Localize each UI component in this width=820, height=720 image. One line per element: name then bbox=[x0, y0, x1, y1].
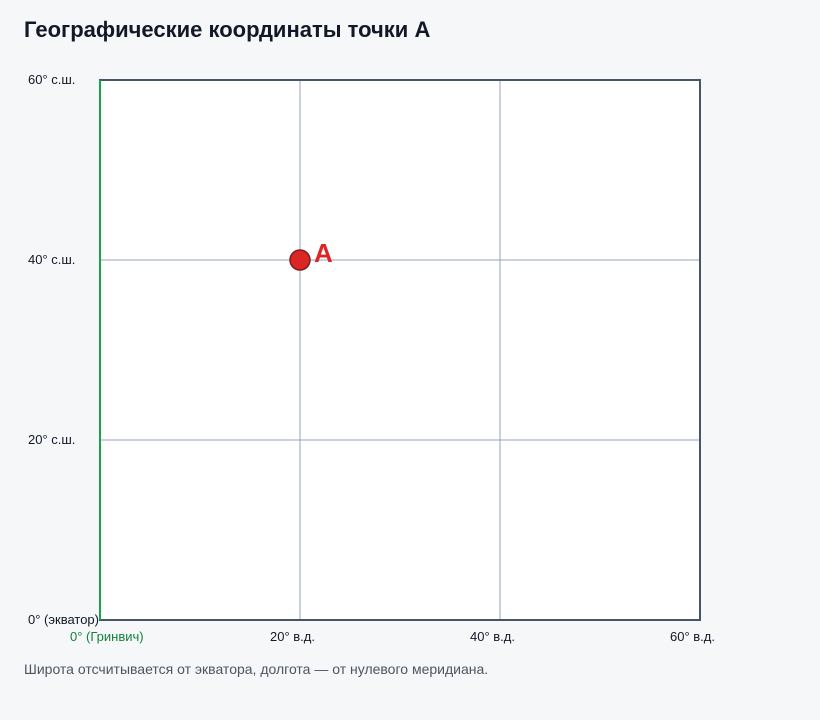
coordinate-map: 60° с.ш. 40° с.ш. 20° с.ш. 0° (экватор) 0° … bbox=[28, 72, 715, 644]
point-a-label: А bbox=[314, 238, 333, 268]
longitude-label: 20° в.д. bbox=[270, 629, 315, 644]
latitude-label: 20° с.ш. bbox=[28, 432, 75, 447]
latitude-label: 60° с.ш. bbox=[28, 72, 75, 87]
longitude-label: 60° в.д. bbox=[670, 629, 715, 644]
longitude-label: 40° в.д. bbox=[470, 629, 515, 644]
page-title: Географические координаты точки А bbox=[24, 17, 431, 42]
point-a-marker[interactable] bbox=[289, 249, 311, 271]
latitude-labels: 60° с.ш. 40° с.ш. 20° с.ш. 0° (экватор) bbox=[28, 72, 99, 627]
prime-meridian-label: 0° (Гринвич) bbox=[70, 629, 144, 644]
map-background bbox=[101, 81, 699, 619]
longitude-labels: 0° (Гринвич) 20° в.д. 40° в.д. 60° в.д. bbox=[70, 629, 715, 644]
latitude-label: 40° с.ш. bbox=[28, 252, 75, 267]
latitude-label: 0° (экватор) bbox=[28, 612, 99, 627]
caption: Широта отсчитывается от экватора, долгот… bbox=[24, 661, 489, 677]
grid-lines bbox=[100, 80, 700, 620]
